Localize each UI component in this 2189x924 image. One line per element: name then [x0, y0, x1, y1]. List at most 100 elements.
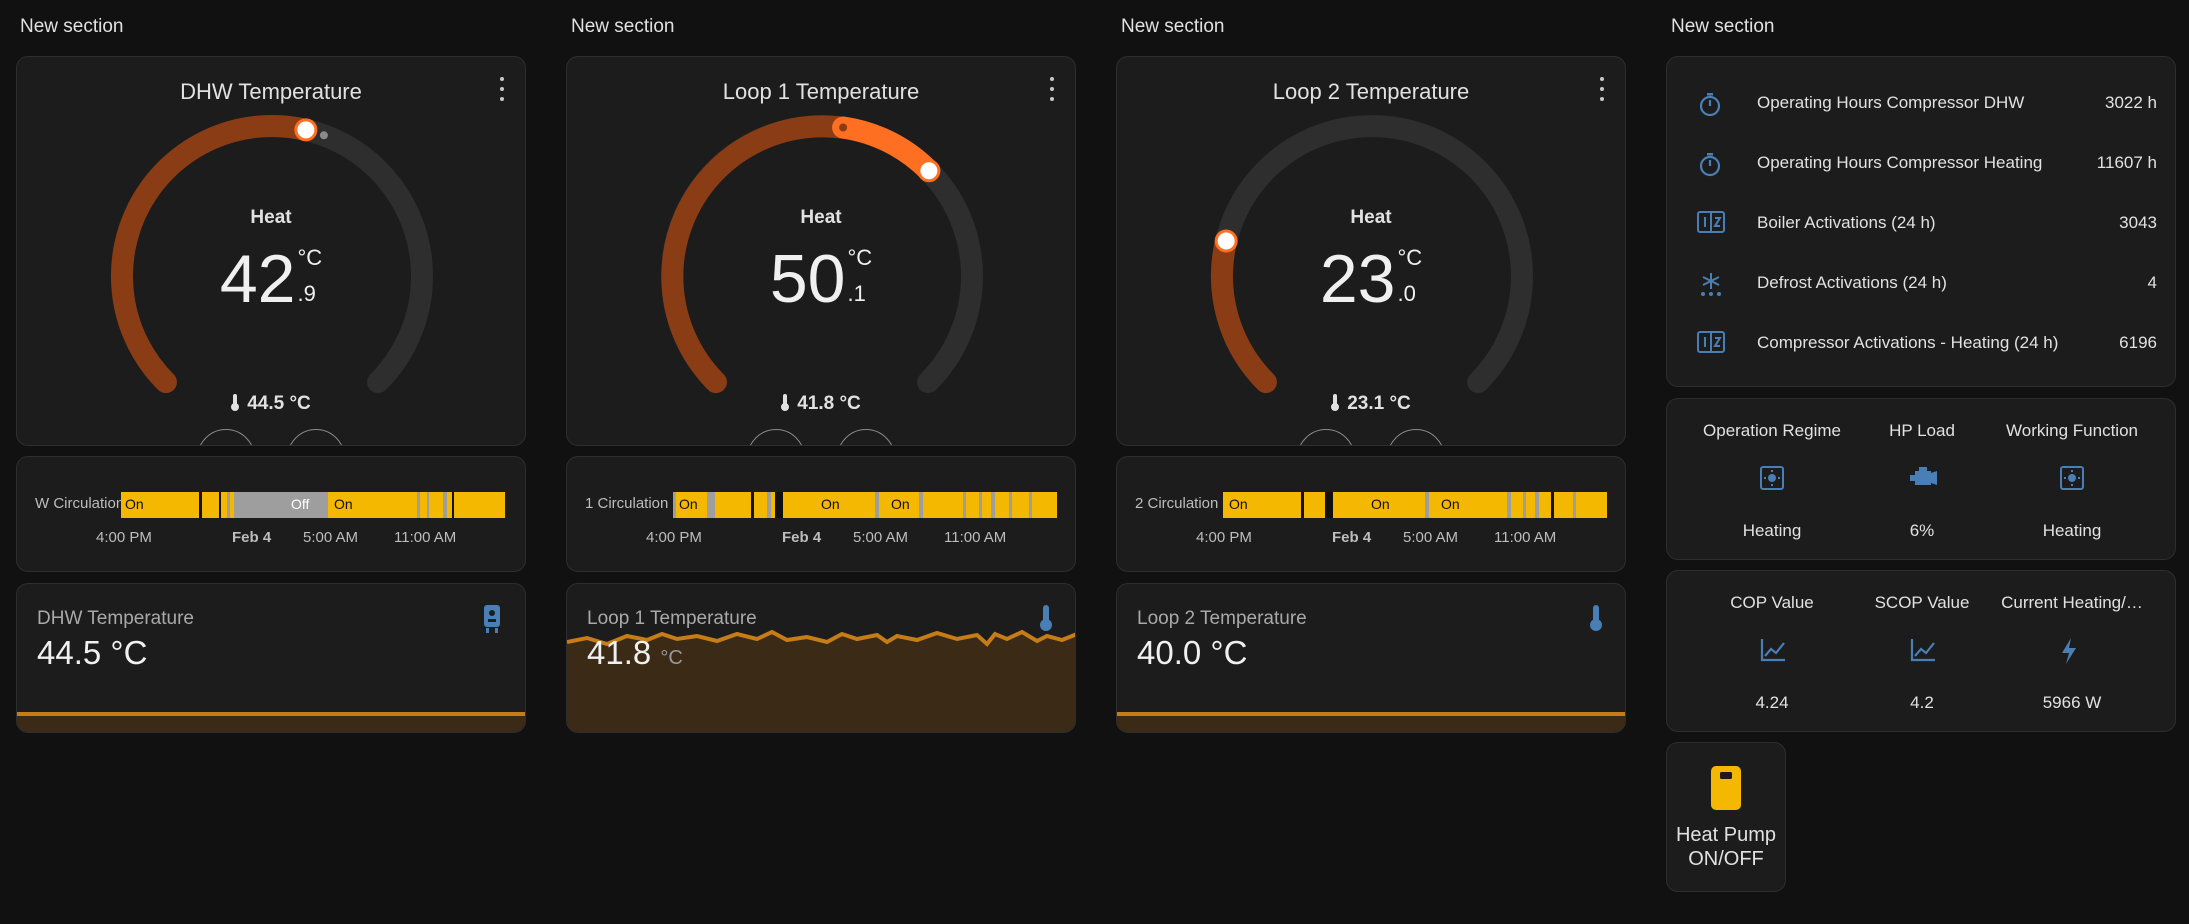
history-timeline-card[interactable]: 2 Circulation On On On 4:00 PM Feb 4 5:0… — [1116, 456, 1626, 572]
timeline-segment-off — [673, 492, 676, 518]
heat-pump-label-line2: ON/OFF — [1688, 848, 1764, 870]
timeline-state-on: On — [125, 496, 144, 512]
thermometer-icon — [1590, 605, 1602, 631]
hvac-mode-label: Heat — [800, 207, 842, 228]
entity-row-compressor-activations[interactable]: Compressor Activations - Heating (24 h) … — [1667, 323, 2175, 363]
thermostat-gauge[interactable] — [1117, 57, 1626, 446]
hvac-mode-label: Heat — [1350, 207, 1392, 228]
timeline-segment-off — [767, 492, 771, 518]
timeline-segment-off — [443, 492, 447, 518]
sensor-card-loop2[interactable]: Loop 2 Temperature 40.0 °C — [1116, 583, 1626, 733]
timer-icon — [1699, 93, 1721, 117]
timeline-state-on: On — [1371, 496, 1390, 512]
gauge-target-handle[interactable] — [1214, 229, 1238, 253]
chart-line-icon — [1760, 639, 1785, 662]
timeline-segment-off — [1573, 492, 1576, 518]
timeline-segment-off — [1029, 492, 1032, 518]
entity-row-defrost-activations[interactable]: Defrost Activations (24 h) 4 — [1667, 263, 2175, 303]
section-title: New section — [571, 16, 675, 37]
history-timeline-card[interactable]: W Circulation On Off On 4:00 PM Feb 4 5:… — [16, 456, 526, 572]
sensor-card-dhw[interactable]: DHW Temperature 44.5 °C — [16, 583, 526, 733]
timeline-entity-label: W Circulation — [35, 495, 125, 512]
timeline-segment-off — [1551, 492, 1554, 518]
entity-name: Boiler Activations (24 h) — [1757, 213, 1936, 232]
timeline-segment-off — [1523, 492, 1526, 518]
entity-name: Operating Hours Compressor DHW — [1757, 93, 2025, 112]
timeline-tick: 4:00 PM — [646, 529, 702, 546]
sensor-name: DHW Temperature — [37, 608, 194, 629]
glance-state: Heating — [2042, 521, 2102, 540]
entity-name: Defrost Activations (24 h) — [1757, 273, 1947, 292]
thermostat-gauge[interactable] — [17, 57, 526, 446]
sensor-value: 41.8 °C — [587, 634, 683, 672]
snowflake-melt-icon — [1701, 273, 1721, 296]
timeline-segment-off — [452, 492, 454, 518]
target-temperature-decimal: .0 — [1397, 281, 1416, 306]
gauge-target-arc — [1210, 230, 1277, 394]
timeline-segment-off — [875, 492, 879, 518]
entity-name: Compressor Activations - Heating (24 h) — [1757, 333, 2059, 352]
entity-value: 11607 h — [2096, 153, 2157, 172]
target-temperature-decimal: .9 — [297, 281, 316, 306]
glance-card-performance: COP Value 4.24 SCOP Value 4.2 Current He… — [1666, 570, 2176, 732]
power-switch-icon — [1711, 766, 1741, 810]
sensor-graph-area — [17, 714, 525, 732]
target-temperature-integer: 42 — [219, 241, 296, 317]
sensor-graph-area — [1117, 714, 1625, 732]
timeline-tick: 11:00 AM — [944, 529, 1007, 546]
timeline-bar[interactable]: On Off On — [121, 492, 505, 518]
counter-icon — [1697, 331, 1725, 353]
glance-state: Heating — [1742, 521, 1802, 540]
thermostat-gauge[interactable] — [567, 57, 1076, 446]
entity-row-boiler-activations[interactable]: Boiler Activations (24 h) 3043 — [1667, 203, 2175, 243]
more-options-icon[interactable] — [1049, 77, 1055, 101]
glance-name: HP Load — [1889, 421, 1955, 440]
timeline-segment-off — [427, 492, 429, 518]
timeline-state-on: On — [1229, 496, 1248, 512]
history-timeline-card[interactable]: 1 Circulation On On On 4:00 PM Feb 4 5:0… — [566, 456, 1076, 572]
timeline-tick: Feb 4 — [232, 529, 272, 546]
temperature-unit: °C — [847, 245, 873, 270]
timeline-segment-off — [919, 492, 923, 518]
timeline-segment-off — [417, 492, 420, 518]
heat-pump-label-line1: Heat Pump — [1675, 824, 1777, 846]
target-temperature: 50°C .1 — [567, 245, 1075, 313]
timeline-segment-off — [1301, 492, 1304, 518]
glance-state: 4.24 — [1755, 693, 1789, 712]
entity-row-operating-hours-dhw[interactable]: Operating Hours Compressor DHW 3022 h — [1667, 83, 2175, 123]
timeline-bar[interactable]: On On On — [1223, 492, 1607, 518]
thermometer-icon — [1331, 394, 1340, 411]
timeline-segment-off — [234, 492, 328, 518]
gauge-target-handle[interactable] — [917, 159, 941, 183]
current-temperature: 41.8 °C — [567, 393, 1075, 415]
thermostat-card-dhw: DHW Temperature Heat 42°C.9 44.5 °C − + — [16, 56, 526, 446]
heat-pump-toggle-button[interactable]: Heat Pump ON/OFF — [1666, 742, 1786, 892]
target-temperature-integer: 50 — [769, 241, 846, 317]
sensor-card-loop1[interactable]: Loop 1 Temperature 41.8 °C — [566, 583, 1076, 733]
timeline-tick: 4:00 PM — [1196, 529, 1252, 546]
chart-line-icon — [1910, 639, 1935, 662]
entity-row-operating-hours-heating[interactable]: Operating Hours Compressor Heating 11607… — [1667, 143, 2175, 183]
thermostat-card-loop1: Loop 1 Temperature Heat 50°C.1 41.8 °C −… — [566, 56, 1076, 446]
entities-card: Operating Hours Compressor DHW 3022 h Op… — [1666, 56, 2176, 387]
timeline-segment-off — [227, 492, 230, 518]
timeline-bar[interactable]: On On On — [673, 492, 1057, 518]
timeline-segment-off — [775, 492, 783, 518]
heating-icon — [1760, 466, 1784, 490]
more-options-icon[interactable] — [499, 77, 505, 101]
timeline-entity-label: 1 Circulation — [585, 495, 669, 512]
gauge-target-handle[interactable] — [294, 118, 318, 142]
timeline-state-on: On — [821, 496, 840, 512]
sensor-graph — [567, 629, 1075, 732]
thermostat-title: DHW Temperature — [180, 79, 362, 104]
gauge-current-marker — [839, 123, 848, 132]
thermostat-card-loop2: Loop 2 Temperature Heat 23°C.0 23.1 °C −… — [1116, 56, 1626, 446]
entity-value: 3022 h — [2105, 93, 2157, 112]
gauge-heating-arc — [832, 116, 940, 182]
sensor-unit: °C — [660, 647, 683, 669]
section-title: New section — [20, 16, 124, 37]
engine-icon — [1910, 467, 1937, 485]
more-options-icon[interactable] — [1599, 77, 1605, 101]
timeline-segment-off — [991, 492, 995, 518]
thermometer-icon — [781, 394, 790, 411]
